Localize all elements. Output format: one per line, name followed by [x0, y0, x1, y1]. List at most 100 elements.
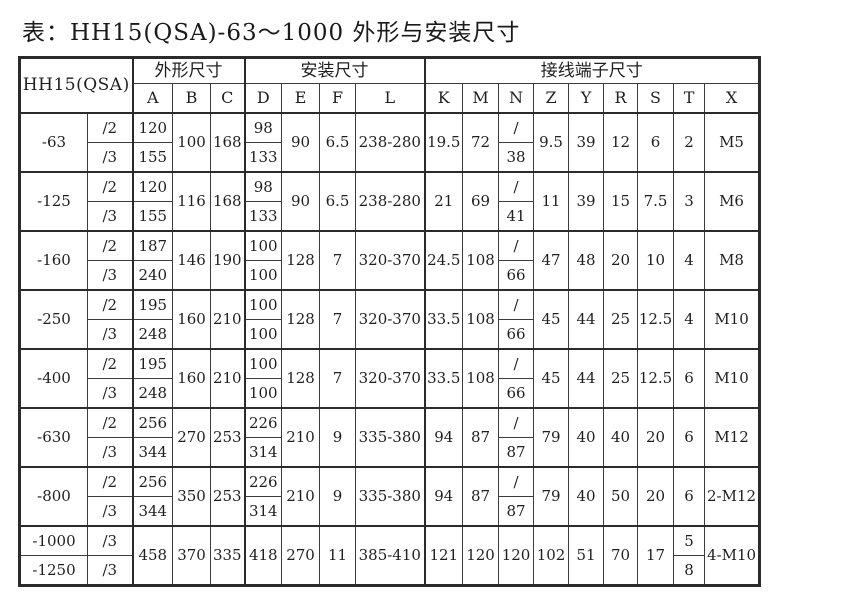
cell-K: 24.5 [423, 230, 464, 291]
cell-R: 40 [603, 407, 639, 468]
table-row: -250 /2 195 160 210 100 128 7 320-370 33… [19, 289, 761, 350]
variant-cell: /3 [86, 319, 134, 350]
cell-L: 335-380 [355, 407, 426, 468]
cell-D: 226 [243, 407, 283, 438]
cell-F: 7 [319, 230, 357, 291]
cell-K: 94 [423, 407, 464, 468]
variant-cell: /2 [86, 466, 134, 497]
table-group-header-row: HH15(QSA) 外形尺寸 安装尺寸 接线端子尺寸 [18, 57, 761, 114]
variant-cell: /2 [86, 112, 134, 143]
col-header-Y: Y [568, 83, 605, 114]
col-header-D: D [243, 83, 283, 114]
cell-A: 155 [131, 142, 174, 173]
cell-N: 66 [498, 378, 535, 409]
cell-A: 195 [131, 348, 174, 379]
cell-N: 38 [498, 142, 535, 173]
cell-D: 133 [243, 142, 283, 173]
cell-N: / [498, 348, 535, 379]
cell-R: 70 [603, 525, 639, 586]
cell-C: 190 [210, 230, 246, 291]
table-row: -1000 /3 458 370 335 418 270 11 385-410 … [19, 525, 761, 586]
cell-R: 50 [603, 466, 639, 527]
cell-C: 168 [210, 171, 246, 232]
col-header-S: S [637, 83, 675, 114]
cell-N: 87 [498, 496, 535, 527]
cell-R: 25 [603, 289, 639, 350]
cell-E: 128 [281, 289, 321, 350]
cell-Y: 48 [568, 230, 605, 291]
cell-K: 94 [423, 466, 464, 527]
cell-A: 256 [131, 466, 174, 497]
col-header-F: F [319, 83, 357, 114]
cell-N: 66 [498, 319, 535, 350]
cell-T: 3 [673, 171, 706, 232]
variant-cell: /2 [86, 230, 134, 261]
cell-M: 72 [462, 112, 500, 173]
cell-L: 320-370 [355, 230, 426, 291]
cell-M: 69 [462, 171, 500, 232]
cell-D: 418 [243, 525, 283, 586]
cell-A: 248 [131, 378, 174, 409]
dimensions-table: HH15(QSA) 外形尺寸 安装尺寸 接线端子尺寸 A B C D E F L… [18, 56, 762, 587]
cell-Y: 44 [568, 289, 605, 350]
table-row: -630 /2 256 270 253 226 210 9 335-380 94… [19, 407, 761, 468]
cell-E: 90 [281, 112, 321, 173]
cell-N: / [498, 171, 535, 202]
col-header-N: N [498, 83, 535, 114]
cell-C: 210 [210, 289, 246, 350]
cell-Y: 39 [568, 171, 605, 232]
variant-cell: /3 [86, 437, 134, 468]
cell-E: 210 [281, 466, 321, 527]
table-row: /3 248 100 66 [20, 319, 760, 350]
cell-L: 238-280 [355, 171, 426, 232]
cell-T: 4 [673, 230, 706, 291]
cell-K: 19.5 [423, 112, 464, 173]
cell-X: M10 [704, 289, 761, 350]
cell-R: 15 [603, 171, 639, 232]
cell-T: 6 [673, 348, 706, 409]
cell-X: M6 [704, 171, 761, 232]
cell-N: 120 [498, 525, 535, 586]
cell-K: 121 [423, 525, 464, 586]
cell-S: 10 [637, 230, 675, 291]
cell-A: 240 [131, 260, 174, 291]
cell-X: M5 [704, 112, 761, 173]
cell-D: 314 [243, 437, 283, 468]
variant-cell: /3 [86, 496, 134, 527]
cell-B: 146 [172, 230, 212, 291]
cell-F: 6.5 [319, 171, 357, 232]
variant-cell: /2 [86, 348, 134, 379]
cell-A: 120 [131, 112, 174, 143]
cell-D: 98 [243, 171, 283, 202]
cell-A: 187 [131, 230, 174, 261]
cell-T: 6 [673, 466, 706, 527]
table-row: -63 /2 120 100 168 98 90 6.5 238-280 19.… [19, 112, 761, 173]
model-cell: -630 [19, 407, 88, 468]
cell-F: 7 [319, 289, 357, 350]
table-row: -400 /2 195 160 210 100 128 7 320-370 33… [19, 348, 761, 409]
cell-B: 116 [172, 171, 212, 232]
cell-A: 155 [131, 201, 174, 232]
cell-Y: 39 [568, 112, 605, 173]
cell-K: 33.5 [423, 289, 464, 350]
model-cell: -800 [19, 466, 88, 527]
cell-M: 108 [462, 230, 500, 291]
cell-X: M8 [704, 230, 761, 291]
cell-D: 314 [243, 496, 283, 527]
col-header-C: C [210, 83, 246, 114]
cell-Z: 102 [533, 525, 570, 586]
table-row: /3 155 133 38 [20, 142, 760, 173]
col-header-K: K [423, 83, 464, 114]
table-row: /3 155 133 41 [20, 201, 760, 232]
cell-X: 4-M10 [704, 525, 761, 586]
cell-C: 335 [210, 525, 246, 586]
cell-M: 120 [462, 525, 500, 586]
col-header-A: A [131, 83, 174, 114]
model-cell: -63 [19, 112, 88, 173]
cell-R: 12 [603, 112, 639, 173]
group-header-terminal: 接线端子尺寸 [423, 57, 761, 84]
cell-C: 210 [210, 348, 246, 409]
cell-A: 458 [131, 525, 174, 586]
model-cell: -250 [19, 289, 88, 350]
